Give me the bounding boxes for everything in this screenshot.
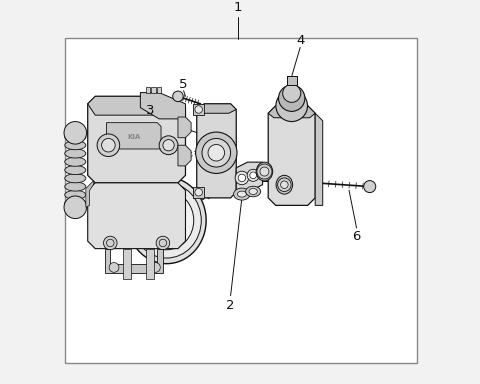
Ellipse shape [132, 183, 201, 258]
Circle shape [107, 239, 114, 247]
Polygon shape [88, 96, 185, 115]
Polygon shape [88, 96, 185, 183]
Circle shape [104, 236, 117, 250]
Ellipse shape [234, 188, 250, 200]
Circle shape [156, 236, 170, 250]
Polygon shape [178, 117, 191, 138]
Circle shape [159, 239, 167, 247]
Circle shape [277, 178, 291, 192]
Circle shape [235, 171, 249, 185]
Ellipse shape [249, 189, 257, 194]
Circle shape [109, 263, 119, 272]
Ellipse shape [65, 190, 86, 199]
Polygon shape [157, 87, 161, 93]
Text: KIA: KIA [127, 134, 141, 139]
Polygon shape [123, 248, 131, 279]
Polygon shape [86, 181, 93, 207]
Circle shape [102, 139, 115, 152]
Polygon shape [315, 113, 323, 205]
Circle shape [151, 263, 160, 272]
Ellipse shape [238, 191, 246, 197]
Ellipse shape [140, 191, 194, 250]
Polygon shape [268, 106, 315, 118]
Circle shape [208, 144, 225, 161]
Circle shape [195, 106, 203, 113]
Polygon shape [236, 162, 263, 190]
Ellipse shape [65, 199, 86, 208]
Circle shape [250, 172, 256, 179]
Ellipse shape [256, 162, 273, 181]
Circle shape [257, 164, 272, 179]
Text: 1: 1 [234, 2, 242, 14]
Polygon shape [197, 104, 236, 113]
Text: 4: 4 [296, 35, 304, 48]
Circle shape [283, 84, 301, 103]
Circle shape [364, 180, 376, 193]
Polygon shape [193, 187, 204, 198]
Circle shape [159, 136, 178, 155]
Circle shape [163, 139, 174, 151]
Text: 3: 3 [145, 104, 154, 117]
Circle shape [173, 91, 183, 102]
Circle shape [276, 90, 308, 121]
Circle shape [97, 134, 120, 157]
Ellipse shape [276, 175, 293, 194]
Polygon shape [178, 145, 191, 166]
Ellipse shape [65, 182, 86, 191]
Text: 6: 6 [352, 230, 361, 243]
Circle shape [64, 121, 86, 144]
Text: 5: 5 [180, 78, 188, 91]
Circle shape [238, 174, 246, 182]
Polygon shape [145, 87, 150, 93]
Ellipse shape [65, 132, 86, 141]
Circle shape [202, 139, 230, 167]
Ellipse shape [148, 200, 185, 241]
Circle shape [247, 169, 259, 181]
Ellipse shape [65, 149, 86, 158]
Polygon shape [105, 248, 163, 273]
Circle shape [196, 132, 237, 174]
Bar [287, 76, 297, 85]
Circle shape [260, 167, 269, 176]
Polygon shape [268, 106, 315, 205]
Circle shape [281, 181, 288, 189]
Circle shape [64, 196, 86, 218]
Polygon shape [88, 183, 185, 248]
Ellipse shape [127, 177, 206, 264]
Polygon shape [151, 87, 156, 93]
Polygon shape [140, 93, 185, 119]
Ellipse shape [65, 166, 86, 175]
Ellipse shape [246, 186, 261, 197]
Ellipse shape [65, 141, 86, 150]
Polygon shape [197, 104, 236, 198]
Polygon shape [193, 104, 204, 115]
Polygon shape [146, 248, 154, 279]
Ellipse shape [65, 157, 86, 166]
Bar [65, 38, 417, 363]
Circle shape [278, 85, 305, 111]
Polygon shape [107, 122, 161, 149]
Ellipse shape [65, 174, 86, 183]
Circle shape [195, 189, 203, 196]
Text: 2: 2 [227, 300, 235, 313]
